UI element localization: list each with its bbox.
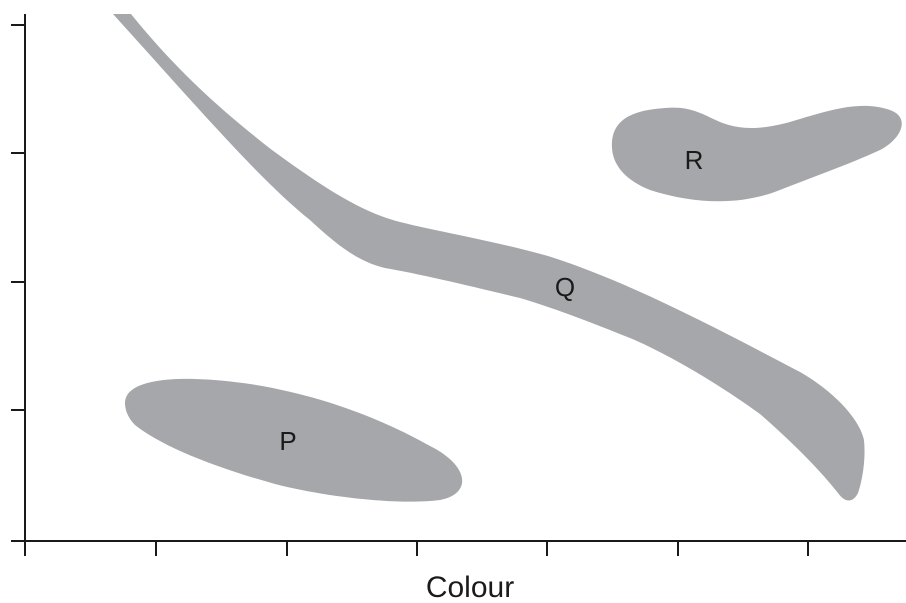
region-q-label: Q bbox=[555, 272, 575, 302]
region-q bbox=[113, 14, 865, 501]
region-p-label: P bbox=[279, 426, 296, 456]
x-axis-ticks bbox=[24, 541, 809, 556]
x-axis-label: Colour bbox=[426, 571, 514, 603]
region-p bbox=[125, 378, 463, 502]
region-r-label: R bbox=[685, 145, 704, 175]
y-axis-ticks bbox=[11, 24, 25, 542]
region-r bbox=[611, 105, 902, 202]
